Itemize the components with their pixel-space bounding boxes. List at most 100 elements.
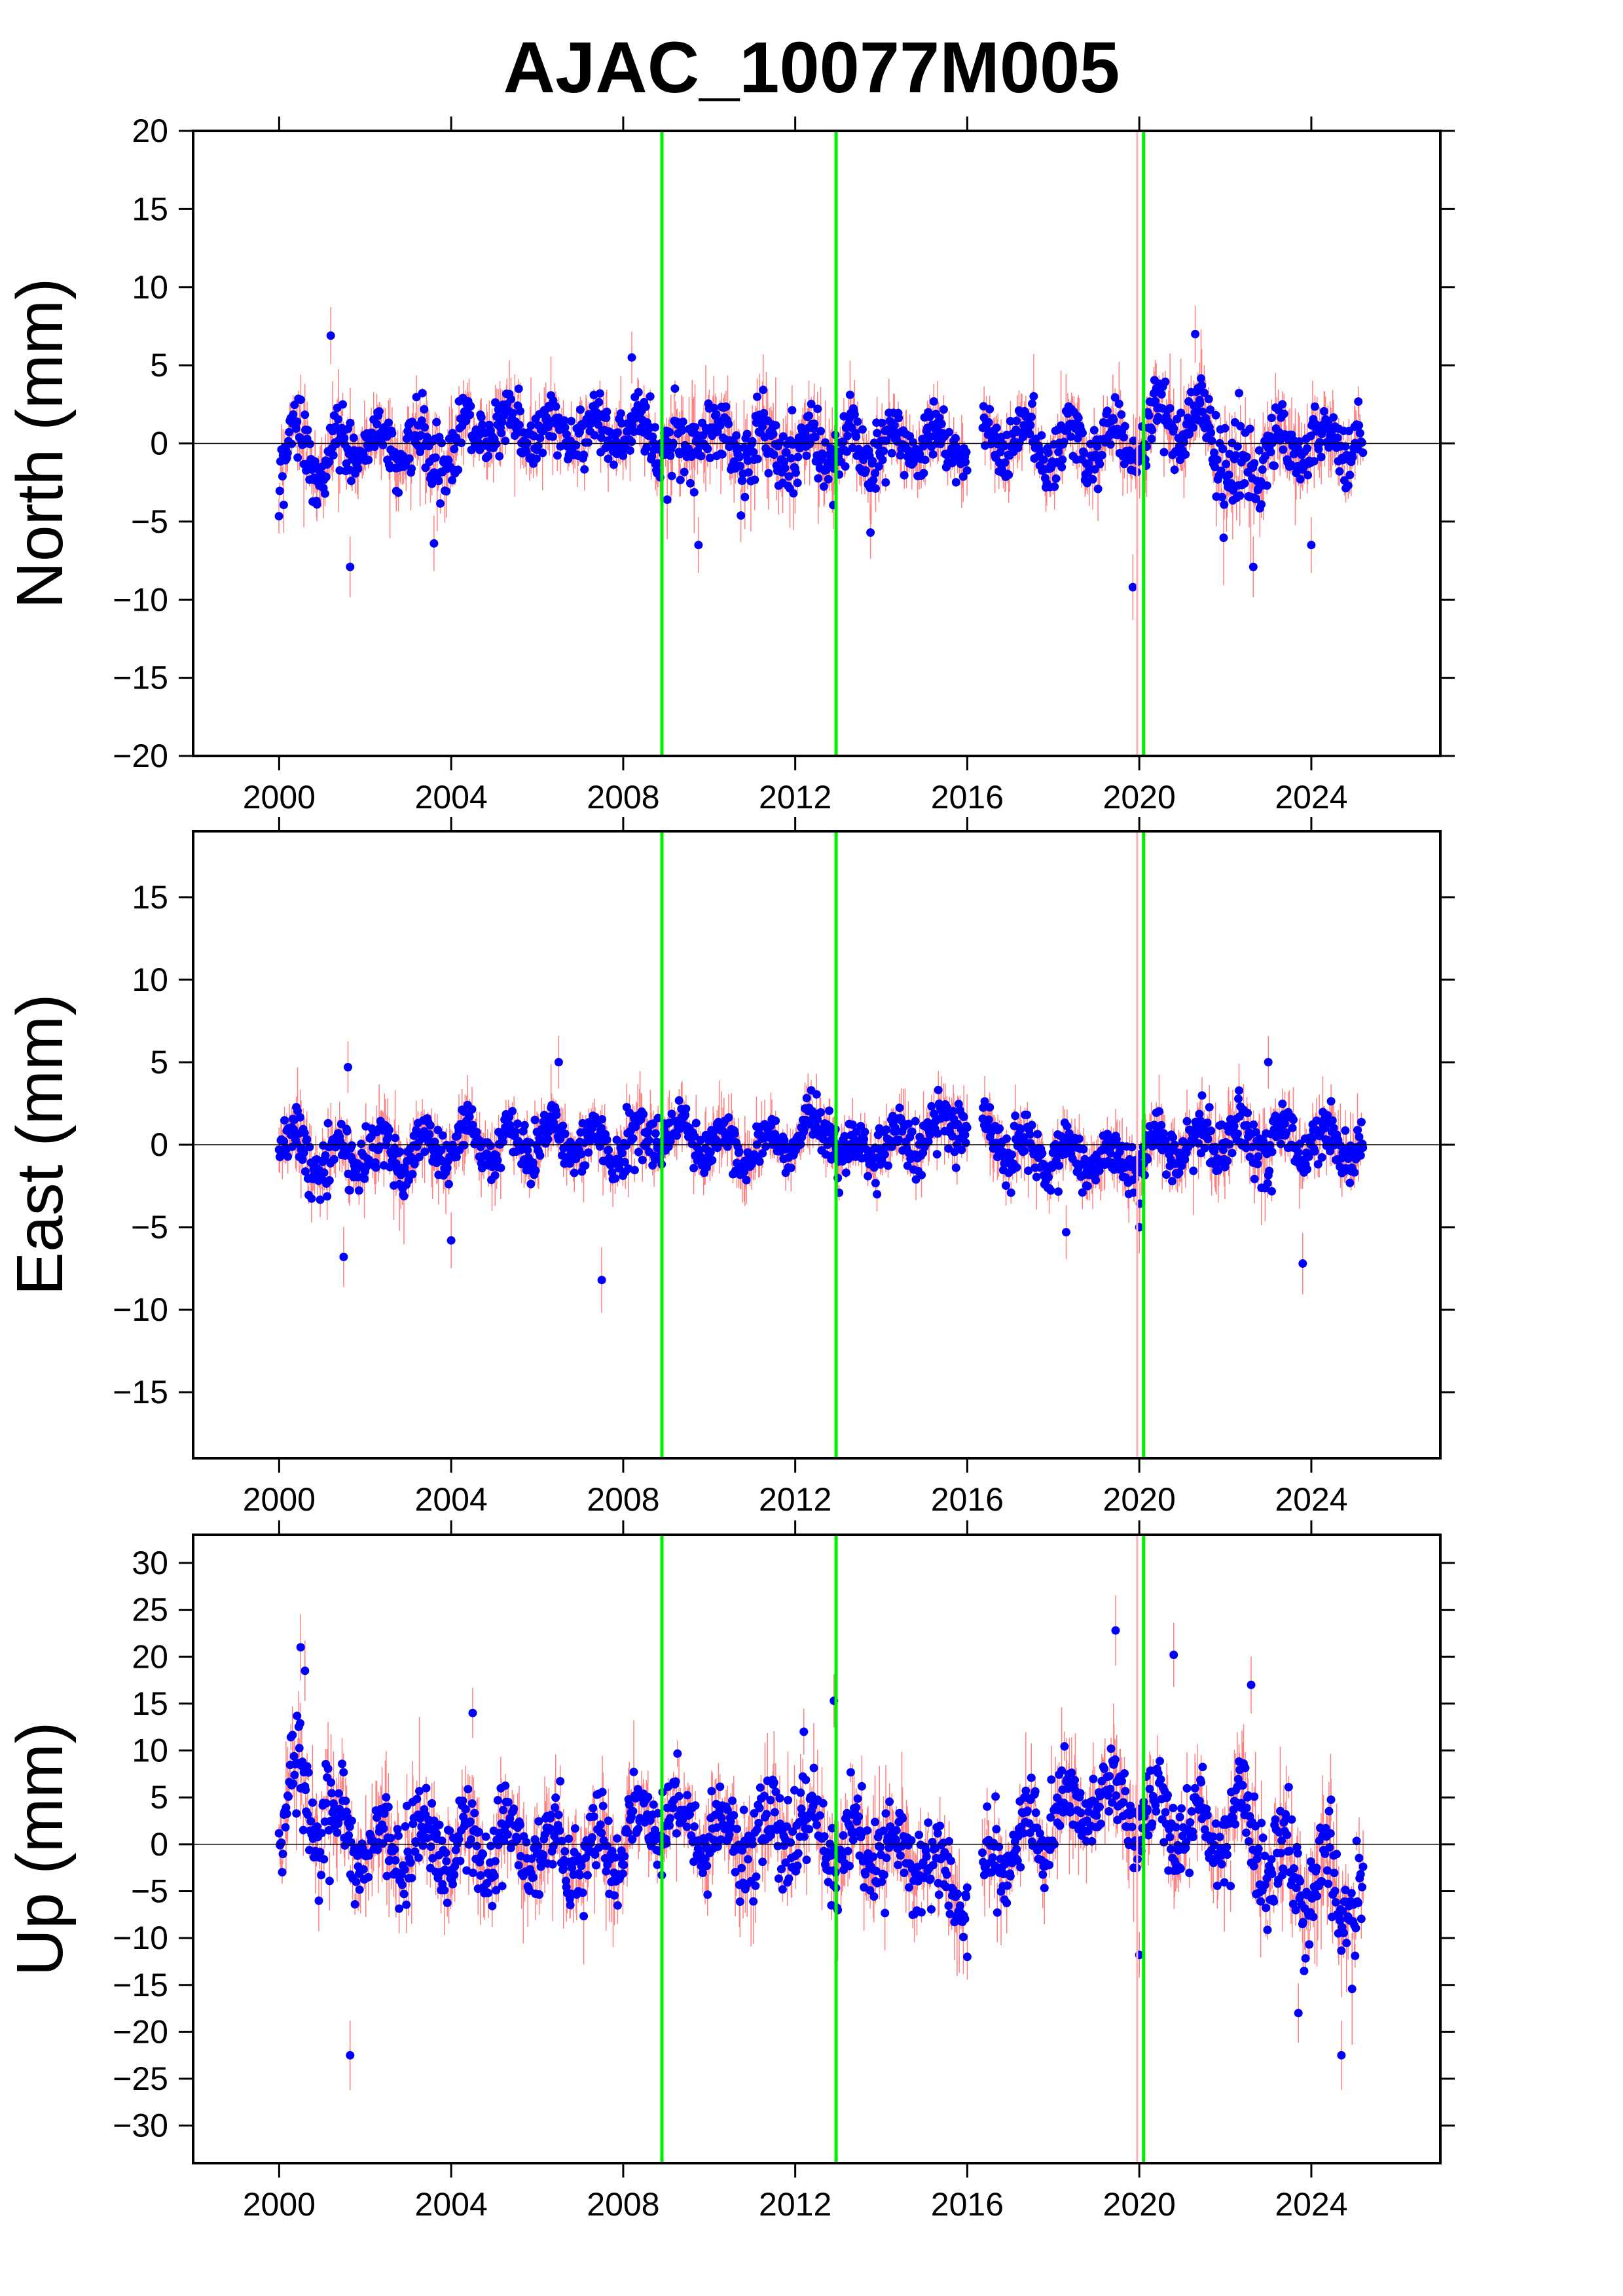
data-point bbox=[822, 1150, 830, 1159]
data-point bbox=[805, 411, 814, 420]
x-tick-label: 2012 bbox=[759, 779, 831, 816]
data-point bbox=[1235, 491, 1245, 500]
data-layer-east bbox=[274, 1035, 1368, 1313]
data-point bbox=[1195, 399, 1205, 408]
data-point bbox=[759, 408, 769, 418]
data-point bbox=[552, 1110, 561, 1119]
data-point bbox=[788, 406, 797, 415]
data-point bbox=[509, 408, 517, 418]
data-point bbox=[813, 404, 822, 414]
data-point bbox=[399, 1192, 409, 1200]
data-point bbox=[1218, 492, 1226, 501]
data-point bbox=[703, 444, 712, 454]
data-point bbox=[929, 397, 938, 406]
data-point bbox=[1335, 467, 1344, 476]
data-point bbox=[649, 1119, 658, 1128]
data-point bbox=[415, 1153, 424, 1162]
data-point bbox=[740, 1168, 749, 1177]
data-point bbox=[572, 440, 581, 450]
data-point bbox=[775, 438, 784, 447]
data-point bbox=[868, 456, 877, 465]
data-point bbox=[342, 459, 351, 468]
data-point bbox=[448, 476, 456, 485]
data-point bbox=[667, 471, 676, 480]
data-point bbox=[678, 418, 687, 426]
data-point bbox=[597, 1124, 606, 1133]
data-point bbox=[666, 451, 675, 460]
data-point bbox=[580, 465, 589, 474]
data-point bbox=[858, 425, 867, 434]
data-point bbox=[1097, 450, 1106, 459]
data-point bbox=[871, 484, 880, 493]
data-point bbox=[742, 429, 752, 439]
data-point bbox=[1058, 455, 1067, 464]
data-point bbox=[604, 1145, 613, 1155]
data-point bbox=[1341, 442, 1350, 451]
data-point bbox=[639, 1109, 648, 1119]
data-point bbox=[404, 1175, 413, 1185]
data-point bbox=[1317, 452, 1326, 461]
data-point bbox=[877, 418, 886, 427]
y-tick-label: 20 bbox=[132, 113, 168, 149]
data-point bbox=[1191, 329, 1200, 338]
data-point bbox=[434, 476, 443, 486]
data-point bbox=[513, 428, 522, 437]
data-point bbox=[1080, 448, 1089, 457]
x-tick-label: 2008 bbox=[587, 779, 659, 816]
data-point bbox=[945, 427, 954, 437]
data-point bbox=[536, 433, 545, 442]
data-point bbox=[735, 1147, 744, 1156]
data-point bbox=[460, 1141, 469, 1150]
data-point bbox=[553, 451, 562, 460]
data-point bbox=[1278, 400, 1287, 409]
data-point bbox=[694, 541, 703, 550]
chart-title: AJAC_10077M005 bbox=[503, 27, 1120, 108]
data-point bbox=[881, 478, 890, 487]
data-point bbox=[678, 426, 687, 435]
data-point bbox=[530, 1115, 539, 1124]
data-point bbox=[1258, 465, 1267, 474]
data-point bbox=[1037, 431, 1046, 440]
data-point bbox=[598, 1115, 606, 1124]
data-point bbox=[802, 1094, 811, 1103]
data-point bbox=[919, 469, 928, 478]
data-point bbox=[792, 468, 800, 477]
data-point bbox=[301, 1167, 310, 1176]
data-point bbox=[812, 1090, 821, 1099]
data-point bbox=[594, 398, 604, 406]
data-point bbox=[992, 423, 1001, 433]
data-point bbox=[778, 432, 788, 441]
data-point bbox=[869, 476, 878, 485]
data-point bbox=[507, 395, 515, 404]
data-point bbox=[1161, 377, 1170, 386]
data-point bbox=[408, 1170, 417, 1179]
data-point bbox=[321, 473, 331, 482]
data-point bbox=[1355, 421, 1364, 430]
data-point bbox=[334, 415, 343, 424]
data-point bbox=[567, 416, 575, 425]
data-point bbox=[513, 1119, 522, 1128]
data-point bbox=[1319, 406, 1328, 416]
data-point bbox=[466, 402, 475, 411]
data-point bbox=[594, 420, 603, 429]
data-point bbox=[1059, 437, 1068, 446]
data-point bbox=[843, 431, 852, 440]
data-point bbox=[357, 1139, 366, 1149]
data-point bbox=[1089, 425, 1099, 435]
data-point bbox=[921, 456, 930, 465]
data-point bbox=[602, 407, 611, 416]
data-point bbox=[1329, 413, 1338, 422]
data-point bbox=[665, 427, 674, 437]
data-point bbox=[631, 1122, 640, 1132]
data-point bbox=[611, 1174, 620, 1183]
data-point bbox=[625, 446, 634, 455]
data-point bbox=[825, 1106, 833, 1115]
data-point bbox=[691, 1119, 701, 1128]
data-point bbox=[742, 1175, 751, 1185]
data-point bbox=[958, 472, 968, 481]
data-point bbox=[866, 528, 875, 537]
data-point bbox=[450, 444, 459, 454]
data-point bbox=[840, 1132, 849, 1141]
data-point bbox=[879, 446, 888, 456]
